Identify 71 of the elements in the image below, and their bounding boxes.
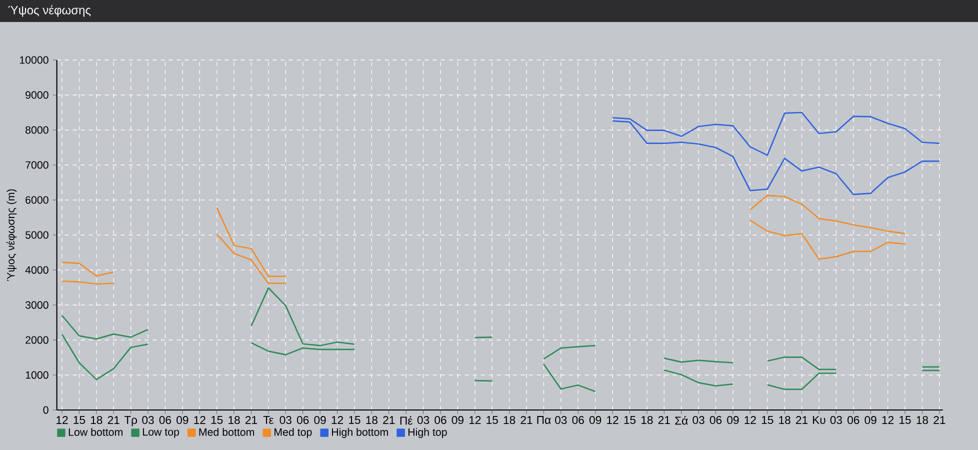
x-tick-label: 12 xyxy=(882,416,894,424)
x-tick-label: 12 xyxy=(332,416,343,424)
legend-label: Low bottom xyxy=(68,428,122,436)
x-tick-label: 03 xyxy=(830,416,842,424)
x-tick-label: 12 xyxy=(56,416,68,424)
x-tick-label: 15 xyxy=(486,416,498,424)
x-tick-label: 03 xyxy=(142,416,154,424)
x-tick-label: 21 xyxy=(246,416,257,424)
x-tick-label: 06 xyxy=(572,416,584,424)
x-tick-label: 06 xyxy=(710,416,722,424)
x-tick-label: 21 xyxy=(658,416,670,424)
x-tick-label: 21 xyxy=(108,416,120,424)
x-tick-label: Πέ xyxy=(400,416,412,425)
x-tick-label: 15 xyxy=(624,416,636,424)
x-tick-label: 03 xyxy=(692,416,704,424)
x-tick-label: 21 xyxy=(934,416,946,424)
x-tick-label: 15 xyxy=(74,416,86,424)
x-tick-label: 15 xyxy=(349,416,360,424)
x-tick-label: 21 xyxy=(520,416,532,424)
y-tick-label: 10000 xyxy=(20,56,48,64)
y-tick-label: 6000 xyxy=(26,196,48,204)
x-tick-label: 18 xyxy=(366,416,378,424)
x-tick-label: 09 xyxy=(727,416,739,424)
x-tick-label: 18 xyxy=(779,416,790,424)
x-tick-label: 21 xyxy=(796,416,808,424)
x-tick-label: Πα xyxy=(537,416,551,424)
x-tick-label: 18 xyxy=(228,416,240,424)
y-tick-label: 3000 xyxy=(25,301,48,309)
x-tick-label: 09 xyxy=(176,416,188,424)
x-tick-label: 18 xyxy=(90,416,102,424)
x-tick-label: Τε xyxy=(263,416,274,424)
x-tick-label: 12 xyxy=(469,416,481,424)
x-tick-label: 18 xyxy=(641,416,653,424)
x-tick-label: 12 xyxy=(194,416,206,424)
x-tick-label: 15 xyxy=(762,416,774,424)
y-tick-label: 1000 xyxy=(26,371,48,379)
x-tick-label: 06 xyxy=(434,416,446,424)
legend-label: Med top xyxy=(274,428,312,438)
y-tick-label: 2000 xyxy=(26,336,48,344)
x-tick-label: 09 xyxy=(314,416,326,424)
chart-title: Ύψος νέφωσης xyxy=(8,5,91,17)
y-tick-label: 0 xyxy=(43,406,48,414)
x-tick-label: 09 xyxy=(589,416,602,424)
y-tick-label: 9000 xyxy=(26,91,48,99)
legend-label: Med bottom xyxy=(199,428,254,436)
x-tick-label: 15 xyxy=(211,416,223,424)
x-tick-label: 09 xyxy=(864,416,876,424)
x-tick-label: 21 xyxy=(383,416,395,424)
y-axis-title: Ύψος νέφωσης (m) xyxy=(6,189,17,282)
y-tick-label: 4000 xyxy=(25,266,48,274)
x-tick-label: 12 xyxy=(744,416,756,424)
legend-label: Low top xyxy=(142,428,180,438)
x-tick-label: Κυ xyxy=(813,416,826,424)
x-tick-label: 09 xyxy=(452,416,464,424)
x-tick-label: 06 xyxy=(296,416,309,424)
x-tick-label: Τρ xyxy=(124,416,138,426)
x-tick-label: 15 xyxy=(900,416,911,424)
x-tick-label: Σά xyxy=(675,416,688,425)
legend-label: High top xyxy=(408,428,447,438)
y-tick-label: 5000 xyxy=(25,231,48,239)
x-tick-label: 03 xyxy=(280,416,292,424)
x-tick-label: 03 xyxy=(417,416,430,424)
x-tick-label: 06 xyxy=(159,416,172,424)
legend-label: High bottom xyxy=(332,428,388,438)
x-tick-label: 18 xyxy=(504,416,516,424)
x-tick-label: 03 xyxy=(555,416,567,424)
x-tick-label: 06 xyxy=(848,416,860,424)
y-tick-label: 8000 xyxy=(26,126,48,134)
x-tick-label: 12 xyxy=(607,416,618,424)
x-tick-label: 18 xyxy=(916,416,928,424)
y-tick-label: 7000 xyxy=(26,161,48,169)
